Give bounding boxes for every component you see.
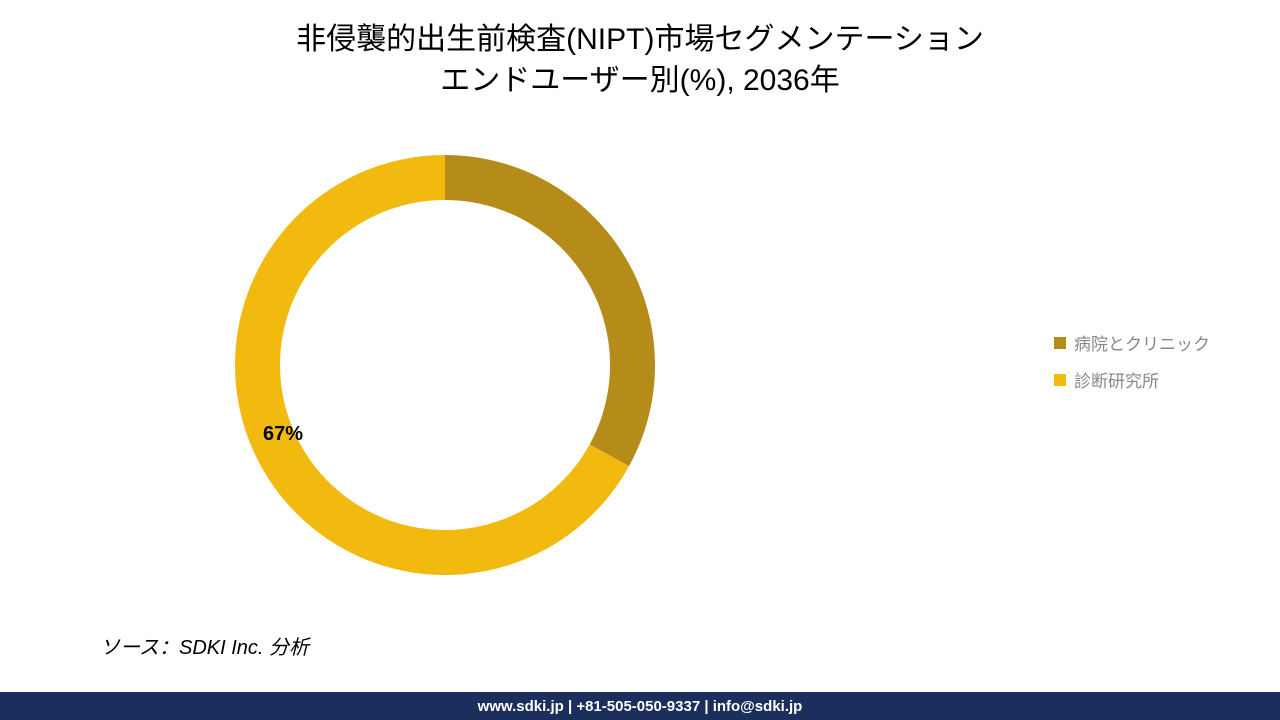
chart-container: 非侵襲的出生前検査(NIPT)市場セグメンテーション エンドユーザー別(%), … [0, 0, 1280, 720]
legend: 病院とクリニック 診断研究所 [1054, 330, 1210, 404]
legend-swatch-hospitals [1054, 337, 1066, 349]
data-label-67pct: 67% [263, 423, 303, 446]
legend-swatch-labs [1054, 374, 1066, 386]
footer-bar: www.sdki.jp | +81-505-050-9337 | info@sd… [0, 692, 1280, 720]
footer-text: www.sdki.jp | +81-505-050-9337 | info@sd… [478, 698, 803, 715]
donut-svg [225, 145, 665, 585]
chart-title: 非侵襲的出生前検査(NIPT)市場セグメンテーション エンドユーザー別(%), … [0, 0, 1280, 101]
legend-item-labs: 診断研究所 [1054, 367, 1210, 392]
title-line-2: エンドユーザー別(%), 2036年 [0, 61, 1280, 102]
source-text: ソース：SDKI Inc. 分析 [100, 631, 309, 660]
donut-segment [445, 155, 655, 466]
title-line-1: 非侵襲的出生前検査(NIPT)市場セグメンテーション [0, 20, 1280, 61]
legend-label-labs: 診断研究所 [1074, 367, 1159, 392]
legend-label-hospitals: 病院とクリニック [1074, 330, 1210, 355]
donut-chart: 67% [225, 145, 665, 585]
legend-item-hospitals: 病院とクリニック [1054, 330, 1210, 355]
